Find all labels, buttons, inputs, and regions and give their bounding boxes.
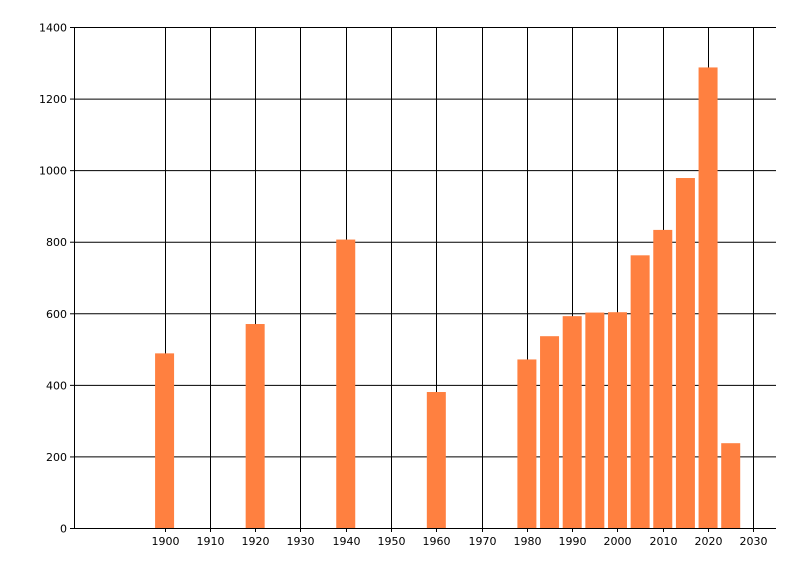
y-tick-label: 400: [46, 379, 67, 392]
y-tick-label: 200: [46, 451, 67, 464]
x-tick-label: 1960: [423, 535, 451, 548]
bars: [155, 67, 741, 528]
axes: [70, 27, 776, 532]
bar: [562, 316, 582, 528]
bar: [540, 336, 560, 528]
bar: [336, 239, 356, 528]
x-tick-label: 1990: [559, 535, 587, 548]
bar: [630, 255, 650, 528]
bar: [426, 392, 446, 528]
bar: [698, 67, 718, 528]
x-tick-label: 1980: [514, 535, 542, 548]
x-tick-label: 1910: [197, 535, 225, 548]
bar: [517, 359, 537, 528]
bar: [607, 312, 627, 528]
x-tick-label: 2020: [695, 535, 723, 548]
y-tick-label: 800: [46, 236, 67, 249]
bar: [155, 353, 175, 528]
y-tick-label: 0: [60, 523, 67, 536]
bar: [653, 229, 673, 528]
y-tick-label: 1400: [39, 22, 67, 35]
bar: [675, 178, 695, 528]
tick-labels: 0 200 400 600 800 1000 1200 1400 1900 1910 1920 193…: [39, 22, 768, 549]
x-tick-label: 1900: [152, 535, 180, 548]
x-tick-label: 2010: [650, 535, 678, 548]
bar: [585, 312, 605, 528]
y-tick-label: 600: [46, 308, 67, 321]
x-tick-label: 2000: [604, 535, 632, 548]
x-tick-label: 2030: [740, 535, 768, 548]
x-tick-label: 1950: [378, 535, 406, 548]
bar: [721, 443, 741, 528]
x-tick-label: 1970: [469, 535, 497, 548]
y-tick-label: 1200: [39, 93, 67, 106]
x-tick-label: 1940: [333, 535, 361, 548]
x-tick-label: 1930: [287, 535, 315, 548]
x-tick-label: 1920: [242, 535, 270, 548]
y-tick-label: 1000: [39, 165, 67, 178]
bar: [245, 324, 265, 528]
